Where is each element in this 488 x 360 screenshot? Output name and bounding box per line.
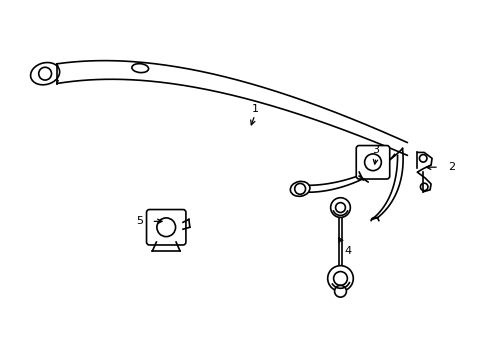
FancyBboxPatch shape	[146, 210, 185, 245]
Circle shape	[334, 285, 346, 297]
Text: 2: 2	[447, 162, 454, 172]
Text: 4: 4	[344, 246, 351, 256]
Text: 5: 5	[136, 216, 143, 226]
Circle shape	[330, 198, 349, 217]
Circle shape	[327, 266, 352, 291]
Ellipse shape	[31, 63, 60, 85]
Text: 3: 3	[372, 145, 379, 156]
Ellipse shape	[132, 64, 148, 73]
FancyBboxPatch shape	[356, 145, 389, 179]
Ellipse shape	[290, 181, 309, 196]
Text: 1: 1	[251, 104, 258, 114]
